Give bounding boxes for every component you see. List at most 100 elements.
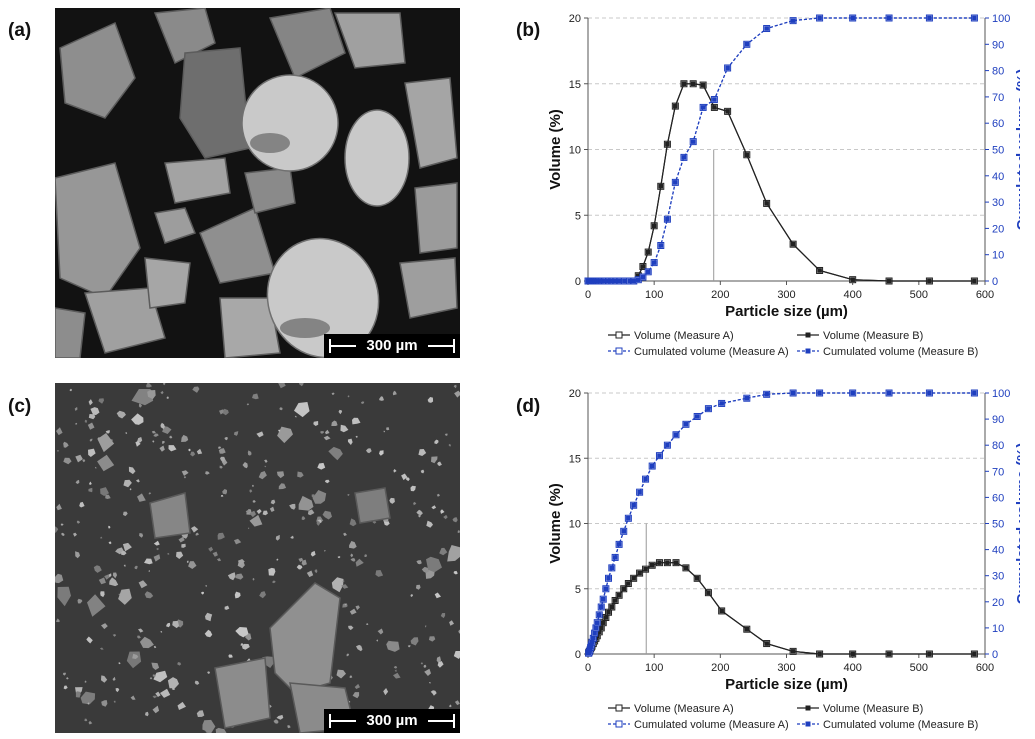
sem-particle — [222, 489, 227, 495]
sem-particle — [100, 591, 105, 598]
x-tick-label: 300 — [777, 289, 795, 301]
sem-fine-particles — [55, 383, 460, 733]
data-point — [725, 109, 730, 114]
scale-bar-line — [428, 345, 454, 347]
sem-particle — [325, 429, 330, 435]
sem-particle — [323, 435, 331, 441]
sem-particle — [264, 459, 268, 463]
sem-particle — [123, 479, 132, 488]
sem-particle — [301, 516, 306, 520]
sem-particle — [317, 462, 326, 470]
sem-particle — [131, 413, 144, 425]
sem-particle — [312, 490, 327, 504]
data-point — [927, 651, 932, 657]
sem-particle — [421, 566, 430, 573]
sem-particle — [355, 435, 358, 438]
sem-particle — [349, 518, 357, 527]
data-point — [790, 241, 796, 247]
sem-particle — [132, 653, 139, 659]
sem-particle — [99, 647, 104, 650]
data-point — [817, 390, 822, 396]
sem-particle — [289, 503, 296, 510]
sem-particle — [247, 527, 250, 530]
sem-particle — [105, 494, 111, 499]
sem-particle — [191, 526, 199, 533]
sem-particle — [84, 680, 87, 683]
legend-label: Cumulated volume (Measure A) — [634, 346, 789, 358]
sem-particle — [379, 396, 384, 401]
sem-particle — [137, 493, 146, 502]
panel-label-d: (d) — [516, 396, 541, 417]
sem-coarse-particles — [55, 8, 460, 358]
sem-particle — [423, 664, 427, 668]
y2-tick-label: 30 — [992, 571, 1004, 583]
scale-bar-cap — [453, 714, 455, 728]
sem-particle — [218, 448, 226, 454]
sem-particle — [215, 727, 227, 733]
sem-particle — [298, 557, 304, 562]
scale-bar-line — [330, 345, 356, 347]
sem-particle — [268, 567, 276, 576]
sem-particle — [222, 408, 229, 416]
data-point — [665, 560, 670, 565]
sem-particle — [160, 422, 165, 429]
panel-label-a: (a) — [8, 20, 32, 41]
sem-particle — [440, 509, 445, 514]
sem-particle — [342, 580, 345, 583]
sem-particle — [418, 514, 421, 518]
sem-particle — [272, 580, 276, 584]
data-point — [886, 15, 892, 21]
data-point — [700, 105, 706, 110]
sem-particle — [307, 509, 315, 516]
data-point — [850, 277, 855, 282]
legend-marker — [615, 331, 623, 339]
sem-particle — [279, 407, 283, 411]
legend-label: Volume (Measure B) — [823, 703, 923, 715]
sem-particle — [75, 454, 83, 463]
sem-particle — [168, 445, 177, 452]
sem-particle — [252, 500, 256, 503]
y2-tick-label: 40 — [992, 171, 1004, 183]
sem-particle — [153, 540, 160, 546]
y-tick-label: 10 — [569, 145, 581, 157]
data-point — [616, 542, 622, 547]
sem-particle — [216, 558, 222, 562]
sem-particle — [437, 661, 444, 668]
sem-particle — [159, 445, 165, 452]
sem-particle — [448, 704, 452, 708]
sem-particle — [88, 487, 93, 493]
y-tick-label: 10 — [569, 519, 581, 531]
sem-particle — [366, 448, 372, 454]
sem-particle — [144, 558, 153, 565]
sem-particle — [190, 451, 196, 457]
data-point — [927, 15, 932, 21]
y2-tick-label: 30 — [992, 197, 1004, 209]
sem-particle — [118, 588, 132, 605]
sem-particle — [63, 441, 69, 448]
y-axis-label: Volume (%) — [547, 483, 564, 564]
sem-particle — [430, 690, 437, 696]
data-point — [643, 566, 648, 572]
sem-particle — [314, 569, 318, 574]
y2-tick-label: 100 — [992, 388, 1010, 400]
sem-particle — [101, 675, 108, 683]
sem-particle — [123, 511, 128, 517]
sem-particle — [349, 608, 357, 615]
panel-label-b: (b) — [516, 20, 541, 41]
sem-particle — [160, 390, 164, 395]
legend-marker — [615, 720, 623, 728]
sem-particle — [453, 384, 457, 389]
sem-particle — [219, 465, 223, 469]
x-tick-label: 600 — [976, 289, 994, 301]
sem-particle — [138, 628, 144, 633]
sem-particle — [75, 551, 80, 559]
sem-particle — [245, 633, 252, 641]
x-tick-label: 500 — [910, 662, 928, 674]
y2-tick-label: 70 — [992, 92, 1004, 104]
sem-particle — [220, 456, 226, 463]
sem-particle — [276, 471, 285, 479]
sem-particle — [181, 470, 189, 476]
sem-particle — [80, 691, 96, 705]
sem-particle — [240, 643, 244, 646]
data-point — [817, 651, 822, 657]
